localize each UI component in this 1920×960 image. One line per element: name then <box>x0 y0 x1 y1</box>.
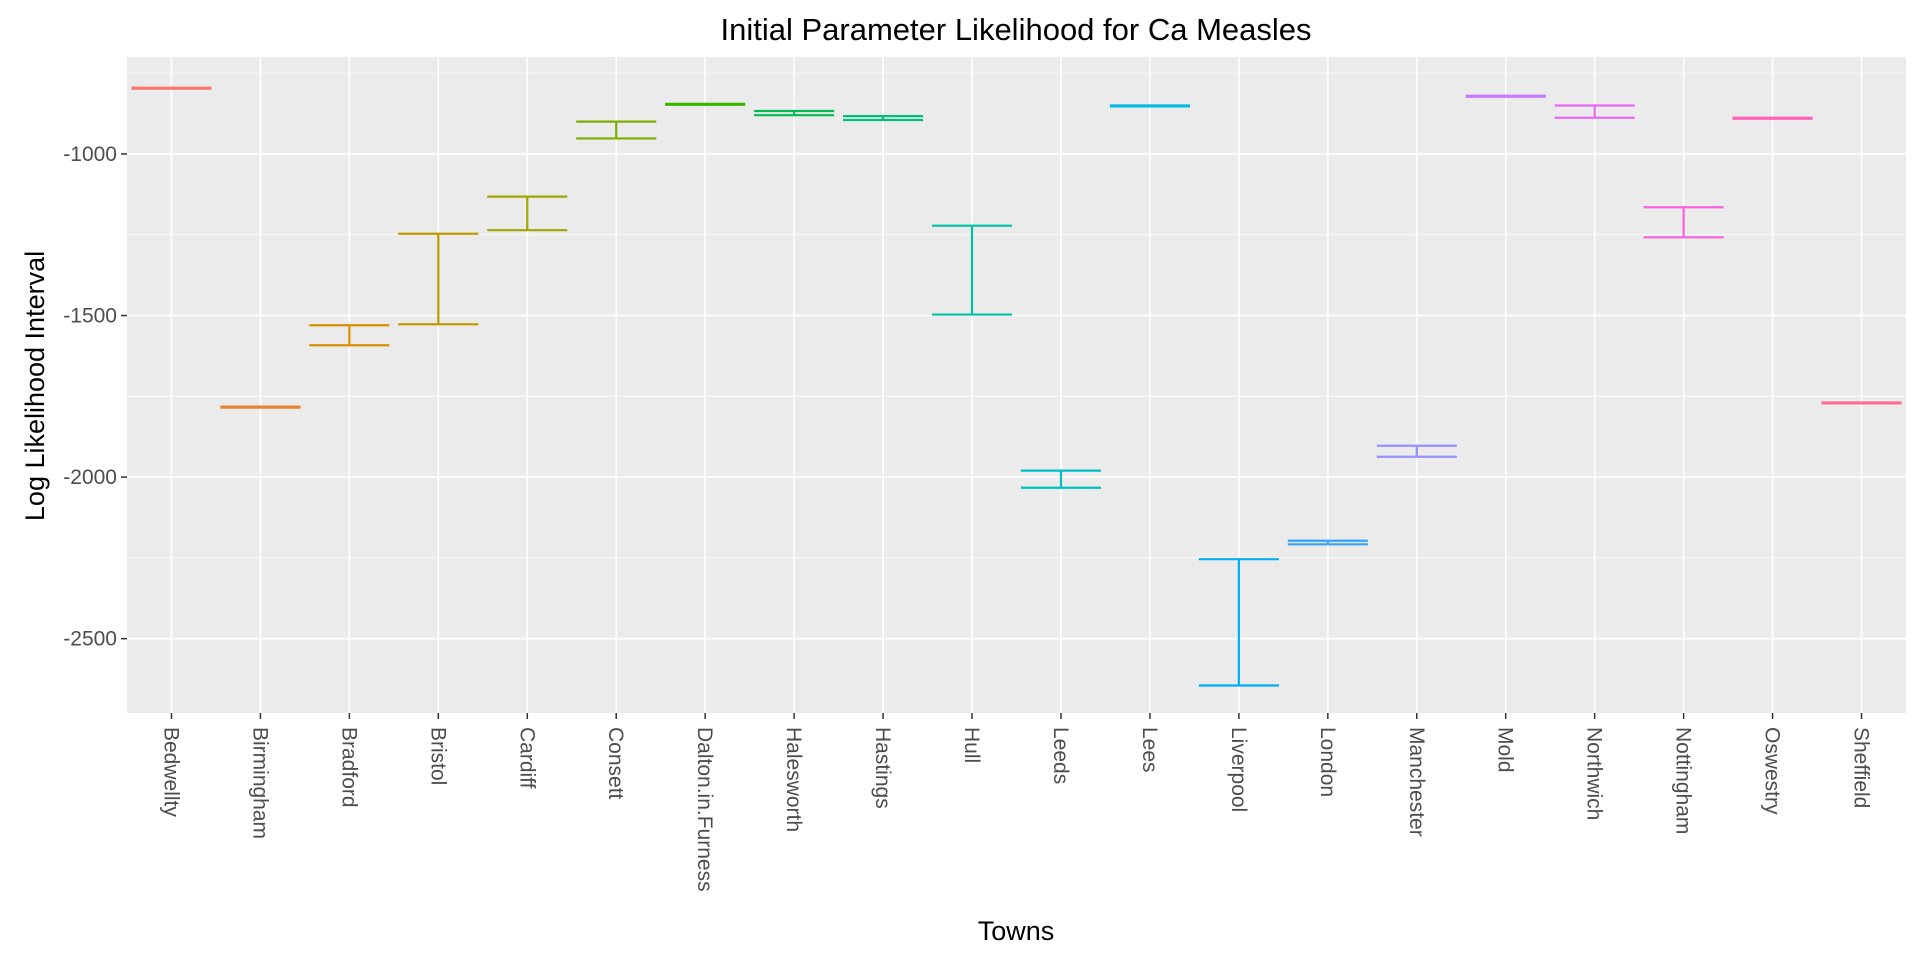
x-tick-label: Liverpool <box>1227 727 1250 812</box>
x-tick-label: Lees <box>1138 727 1161 773</box>
x-axis: Bedwellty Birmingham Bradford Bristol Cardif… <box>159 713 1873 892</box>
error-bar-manchester <box>1376 444 1457 458</box>
error-bar-hull <box>931 224 1013 316</box>
x-tick-label: Sheffield <box>1850 727 1873 808</box>
error-bar-halesworth <box>754 109 835 117</box>
x-tick-label: Hull <box>960 727 983 763</box>
x-tick-label: Hastings <box>871 727 894 809</box>
error-bar-mold <box>1465 94 1546 98</box>
y-tick-label: -2500 <box>63 628 117 651</box>
x-tick-label: Oswestry <box>1761 727 1784 815</box>
x-tick-label: Leeds <box>1049 727 1072 784</box>
x-tick-label: Halesworth <box>782 727 805 832</box>
error-bar-lees <box>1109 104 1190 108</box>
x-tick-label: Bristol <box>426 727 449 785</box>
error-bar-sheffield <box>1821 401 1902 405</box>
error-bar-nottingham <box>1643 206 1724 239</box>
x-tick-label: Consett <box>604 727 627 800</box>
error-bar-leeds <box>1020 469 1102 489</box>
x-tick-label: Cardiff <box>515 727 538 789</box>
chart-title: Initial Parameter Likelihood for Ca Meas… <box>721 12 1312 47</box>
x-tick-label: London <box>1316 727 1339 797</box>
error-bars <box>131 86 1902 687</box>
error-bar-consett <box>576 120 657 140</box>
error-bar-oswestry <box>1732 116 1813 120</box>
error-bar-london <box>1287 539 1368 546</box>
error-bar-bradford <box>309 324 390 347</box>
x-tick-label: Northwich <box>1583 727 1606 820</box>
x-tick-label: Mold <box>1494 727 1517 773</box>
y-axis: -1000 -1500 -2000 -2500 <box>63 143 127 651</box>
error-bar-bristol <box>398 232 479 326</box>
y-tick-label: -2000 <box>63 466 117 489</box>
error-bar-bedwellty <box>131 86 212 90</box>
error-bar-hastings <box>843 115 924 122</box>
x-tick-label: Bedwellty <box>159 727 182 817</box>
error-bar-northwich <box>1554 104 1635 119</box>
x-tick-label: Dalton.in.Furness <box>693 727 716 892</box>
plot-panel <box>127 57 1906 713</box>
error-bar-cardiff <box>487 195 568 232</box>
error-bar-dalton-in-furness <box>665 102 746 106</box>
error-bar-liverpool <box>1198 558 1279 687</box>
error-bar-birmingham <box>220 405 301 409</box>
x-tick-label: Nottingham <box>1672 727 1695 834</box>
grid-major <box>127 57 1906 713</box>
y-axis-title: Log Likelihood Interval <box>20 251 50 521</box>
x-tick-label: Bradford <box>337 727 360 808</box>
x-tick-label: Birmingham <box>248 727 271 839</box>
x-axis-title: Towns <box>978 916 1055 946</box>
x-tick-label: Manchester <box>1405 727 1428 837</box>
y-tick-label: -1000 <box>63 143 117 166</box>
y-tick-label: -1500 <box>63 305 117 328</box>
